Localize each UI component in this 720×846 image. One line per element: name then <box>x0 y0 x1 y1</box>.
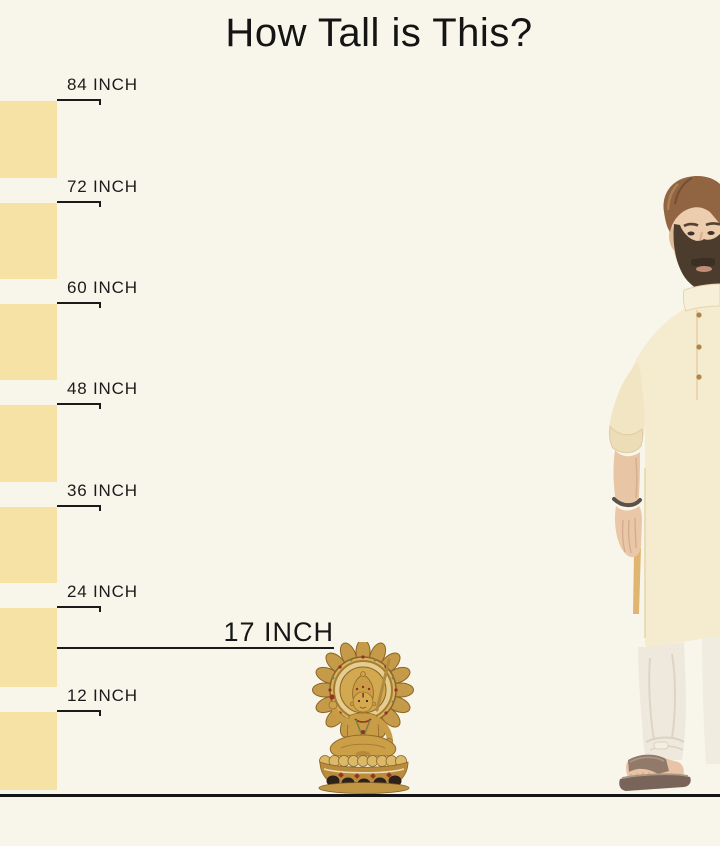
person-bracelet <box>612 497 642 508</box>
product-statue-image <box>312 642 414 794</box>
product-height-label: 17 INCH <box>223 617 334 647</box>
reference-person-image <box>609 175 720 791</box>
kurta-slit <box>633 548 641 614</box>
ruler-label-48: 48 INCH <box>67 379 138 398</box>
ruler-tick-84 <box>57 99 101 105</box>
ruler-block-84 <box>0 101 57 178</box>
person-hair <box>663 175 720 232</box>
ruler-tick-36 <box>57 505 101 511</box>
statue-legs <box>329 734 397 757</box>
ruler-tick-48 <box>57 403 101 409</box>
ruler-block-72 <box>0 203 57 279</box>
ruler-block-60 <box>0 304 57 380</box>
ruler-block-48 <box>0 405 57 482</box>
person-pajama-leg-right <box>702 636 720 764</box>
ruler-block-12 <box>0 712 57 790</box>
ruler-block-36 <box>0 507 57 583</box>
ruler-label-12: 12 INCH <box>67 686 138 705</box>
ruler-tick-72 <box>57 201 101 207</box>
ruler-tick-60 <box>57 302 101 308</box>
page-title: How Tall is This? <box>225 11 533 55</box>
statue-staff <box>375 658 391 712</box>
ruler-label-24: 24 INCH <box>67 582 138 601</box>
sandal-sole <box>619 774 691 791</box>
ruler-tick-24 <box>57 606 101 612</box>
ruler-block-24 <box>0 608 57 687</box>
person-sleeve <box>609 362 645 454</box>
ruler-label-60: 60 INCH <box>67 278 138 297</box>
ruler-label-72: 72 INCH <box>67 177 138 196</box>
ruler-label-36: 36 INCH <box>67 481 138 500</box>
person-kurta <box>628 300 720 648</box>
statue-head <box>349 671 377 713</box>
ground-line <box>0 794 720 797</box>
ruler-label-84: 84 INCH <box>67 75 138 94</box>
ruler-tick-12 <box>57 710 101 716</box>
product-height-line <box>57 647 334 649</box>
person-forearm <box>613 450 640 507</box>
statue-lotus-base <box>318 755 410 794</box>
